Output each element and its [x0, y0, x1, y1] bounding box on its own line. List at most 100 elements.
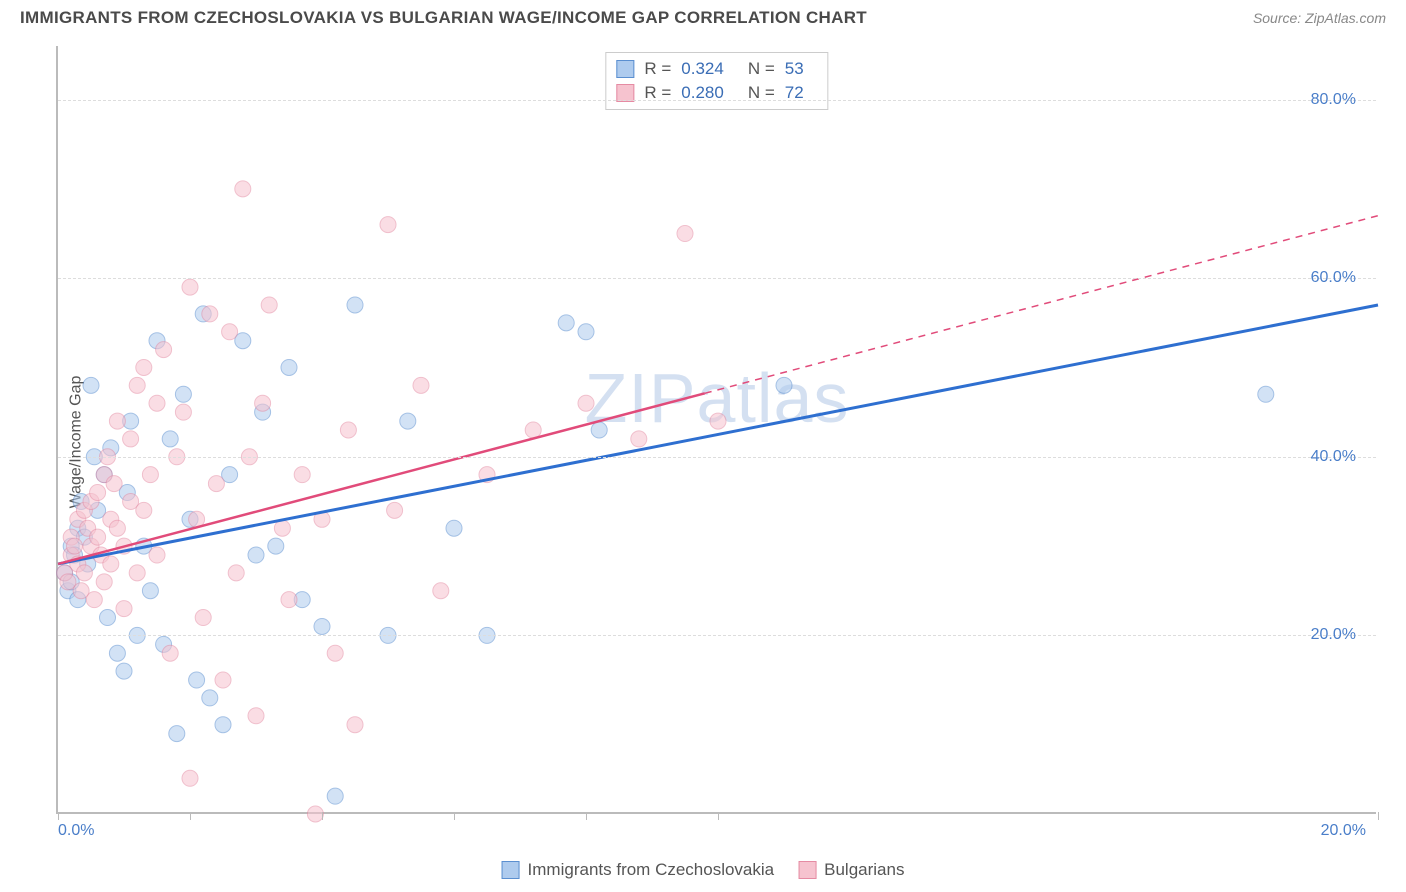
series-swatch: [616, 60, 634, 78]
data-point: [281, 592, 297, 608]
data-point: [90, 485, 106, 501]
plot-svg: [58, 46, 1376, 812]
plot-area: ZIPatlas R = 0.324 N = 53 R = 0.280 N = …: [56, 46, 1376, 814]
data-point: [400, 413, 416, 429]
data-point: [578, 395, 594, 411]
n-label: N =: [748, 59, 775, 79]
data-point: [182, 770, 198, 786]
data-point: [347, 717, 363, 733]
data-point: [116, 601, 132, 617]
data-point: [189, 672, 205, 688]
legend-swatch: [502, 861, 520, 879]
data-point: [222, 324, 238, 340]
data-point: [100, 610, 116, 626]
data-point: [387, 502, 403, 518]
trend-line-solid: [58, 305, 1378, 564]
data-point: [413, 377, 429, 393]
legend-item: Immigrants from Czechoslovakia: [502, 860, 775, 880]
data-point: [525, 422, 541, 438]
gridline-h: [58, 457, 1376, 458]
data-point: [255, 395, 271, 411]
data-point: [129, 377, 145, 393]
data-point: [307, 806, 323, 822]
data-point: [175, 404, 191, 420]
data-point: [109, 520, 125, 536]
data-point: [380, 217, 396, 233]
data-point: [142, 467, 158, 483]
data-point: [558, 315, 574, 331]
x-tick-mark: [322, 812, 323, 820]
x-tick-mark: [718, 812, 719, 820]
data-point: [90, 529, 106, 545]
data-point: [340, 422, 356, 438]
legend-swatch: [798, 861, 816, 879]
data-point: [1258, 386, 1274, 402]
data-point: [86, 592, 102, 608]
data-point: [208, 476, 224, 492]
gridline-h: [58, 278, 1376, 279]
data-point: [149, 395, 165, 411]
chart-title: IMMIGRANTS FROM CZECHOSLOVAKIA VS BULGAR…: [20, 8, 867, 28]
y-tick-label: 20.0%: [1311, 626, 1356, 644]
r-label: R =: [644, 59, 671, 79]
data-point: [162, 431, 178, 447]
data-point: [446, 520, 462, 536]
legend-label: Bulgarians: [824, 860, 904, 880]
data-point: [294, 467, 310, 483]
correlation-stats-box: R = 0.324 N = 53 R = 0.280 N = 72: [605, 52, 828, 110]
data-point: [248, 547, 264, 563]
data-point: [228, 565, 244, 581]
data-point: [248, 708, 264, 724]
data-point: [129, 565, 145, 581]
data-point: [215, 717, 231, 733]
legend-label: Immigrants from Czechoslovakia: [528, 860, 775, 880]
data-point: [215, 672, 231, 688]
stats-row: R = 0.324 N = 53: [616, 57, 817, 81]
legend-item: Bulgarians: [798, 860, 904, 880]
y-tick-label: 60.0%: [1311, 269, 1356, 287]
data-point: [175, 386, 191, 402]
data-point: [123, 431, 139, 447]
y-tick-label: 40.0%: [1311, 448, 1356, 466]
data-point: [710, 413, 726, 429]
x-tick-mark: [58, 812, 59, 820]
x-tick-mark: [454, 812, 455, 820]
x-tick-mark: [586, 812, 587, 820]
y-tick-label: 80.0%: [1311, 91, 1356, 109]
data-point: [274, 520, 290, 536]
data-point: [169, 726, 185, 742]
legend: Immigrants from Czechoslovakia Bulgarians: [494, 858, 913, 882]
data-point: [136, 502, 152, 518]
chart-source: Source: ZipAtlas.com: [1253, 10, 1386, 26]
data-point: [156, 342, 172, 358]
data-point: [67, 538, 83, 554]
x-tick-mark: [1378, 812, 1379, 820]
trend-line-dashed: [705, 216, 1378, 394]
chart-container: Wage/Income Gap ZIPatlas R = 0.324 N = 5…: [20, 42, 1386, 842]
data-point: [347, 297, 363, 313]
x-tick-label: 0.0%: [58, 822, 94, 840]
data-point: [195, 610, 211, 626]
data-point: [261, 297, 277, 313]
data-point: [103, 556, 119, 572]
data-point: [327, 645, 343, 661]
data-point: [202, 306, 218, 322]
data-point: [314, 618, 330, 634]
x-tick-mark: [190, 812, 191, 820]
data-point: [631, 431, 647, 447]
x-tick-label: 20.0%: [1321, 822, 1366, 840]
data-point: [182, 279, 198, 295]
data-point: [116, 663, 132, 679]
data-point: [136, 359, 152, 375]
r-value: 0.324: [681, 59, 724, 79]
data-point: [433, 583, 449, 599]
data-point: [149, 547, 165, 563]
data-point: [776, 377, 792, 393]
data-point: [142, 583, 158, 599]
data-point: [162, 645, 178, 661]
gridline-h: [58, 635, 1376, 636]
n-value: 53: [785, 59, 804, 79]
data-point: [96, 574, 112, 590]
data-point: [578, 324, 594, 340]
data-point: [677, 226, 693, 242]
